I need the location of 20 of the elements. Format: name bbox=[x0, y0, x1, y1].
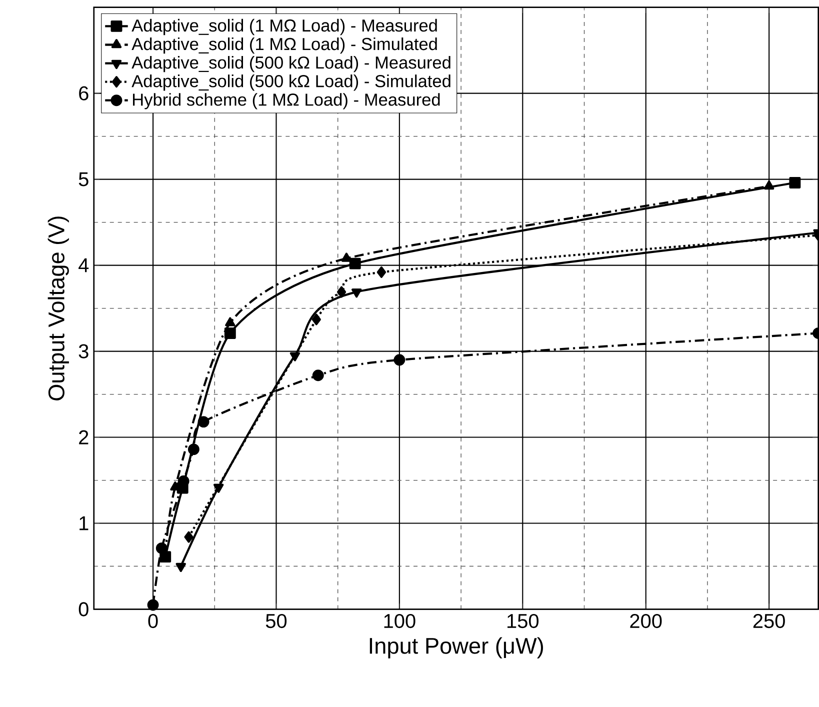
legend-label: Adaptive_solid (500 kΩ Load) - Measured bbox=[132, 56, 450, 72]
x-tick-label: 150 bbox=[508, 614, 539, 628]
y-tick-label: 0 bbox=[78, 602, 88, 616]
x-tick-label: 200 bbox=[630, 614, 662, 628]
x-axis-title: Input Power (μW) bbox=[370, 637, 543, 658]
legend-label: Hybrid scheme (1 MΩ Load) - Measured bbox=[133, 93, 440, 110]
y-tick-label: 5 bbox=[78, 172, 88, 186]
legend-label: Adaptive_solid (1 MΩ Load) - Simulated bbox=[132, 37, 437, 54]
x-tick-label: 250 bbox=[753, 614, 785, 628]
legend-label: Adaptive_solid (500 kΩ Load) - Simulated bbox=[132, 74, 450, 91]
y-tick-label: 1 bbox=[80, 516, 88, 530]
x-tick-label: 50 bbox=[266, 614, 287, 628]
x-tick-label: 100 bbox=[384, 614, 416, 628]
legend-label: Adaptive_solid (1 MΩ Load) - Measured bbox=[132, 18, 437, 36]
y-tick-label: 4 bbox=[78, 258, 89, 272]
y-tick-label: 6 bbox=[79, 86, 88, 100]
x-tick-label: 0 bbox=[148, 614, 158, 628]
y-axis-title: Output Voltage (V) bbox=[48, 216, 69, 400]
y-tick-label: 2 bbox=[79, 430, 88, 444]
y-tick-label: 3 bbox=[78, 344, 88, 358]
